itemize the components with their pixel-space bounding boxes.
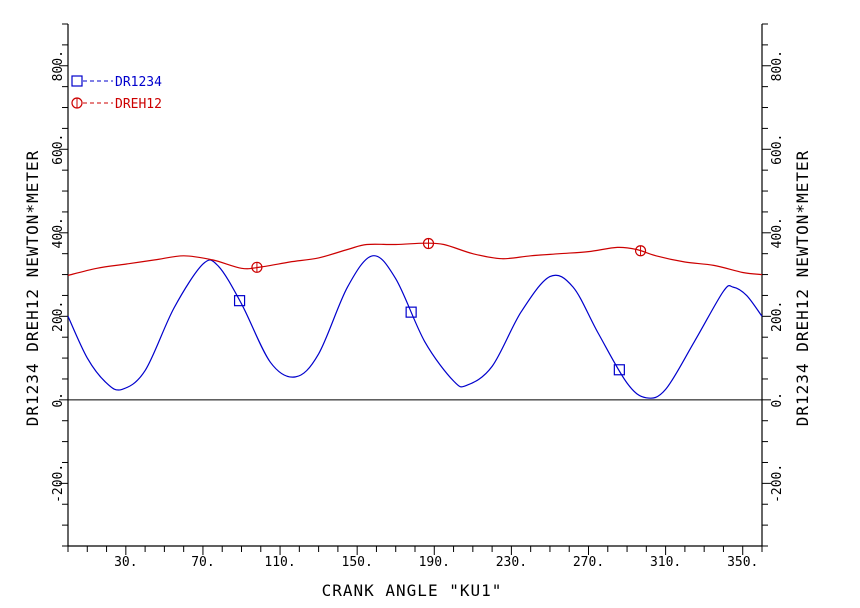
x-axis-title: CRANK ANGLE "KU1": [322, 581, 503, 600]
y-tick-label-left: 200.: [51, 301, 66, 332]
y-tick-label-left: 800.: [51, 50, 66, 81]
x-tick-label: 350.: [727, 555, 758, 570]
legend-label-dreh12: DREH12: [115, 97, 162, 112]
x-tick-label: 70.: [191, 555, 214, 570]
legend: DR1234 DREH12: [71, 75, 162, 112]
series-line-dr1234: [67, 255, 763, 399]
square-marker: [233, 295, 246, 307]
y-axis-title-left: DR1234 DREH12 NEWTON*METER: [23, 150, 42, 426]
legend-label-dr1234: DR1234: [115, 75, 162, 90]
y-tick-label-left: 0.: [51, 392, 66, 408]
y-tick-label-right: 600.: [770, 134, 785, 165]
y-tick-label-right: 200.: [770, 301, 785, 332]
square-marker: [405, 306, 417, 318]
x-tick-label: 310.: [650, 555, 681, 570]
series-line-dreh12: [67, 242, 763, 276]
x-tick-label: 110.: [264, 555, 295, 570]
square-marker: [613, 364, 625, 376]
x-tick-label: 230.: [496, 555, 527, 570]
y-tick-label-right: 800.: [770, 50, 785, 81]
axes-group: -200. -200. 0. 0. 200. 200. 400. 400. 600. 600. 80…: [51, 23, 785, 570]
y-tick-label-left: 400.: [51, 217, 66, 248]
series-group: [67, 237, 763, 399]
y-tick-label-right: -200.: [770, 464, 785, 503]
y-axis-title-right: DR1234 DREH12 NEWTON*METER: [793, 150, 812, 426]
legend-marker-square: [71, 75, 83, 87]
x-tick-label: 270.: [573, 555, 604, 570]
y-tick-label-right: 0.: [770, 392, 785, 408]
x-tick-label: 150.: [342, 555, 373, 570]
y-tick-label-left: -200.: [51, 464, 66, 503]
y-tick-label-right: 400.: [770, 217, 785, 248]
x-tick-label: 190.: [419, 555, 450, 570]
x-tick-label: 30.: [114, 555, 137, 570]
y-tick-label-left: 600.: [51, 134, 66, 165]
